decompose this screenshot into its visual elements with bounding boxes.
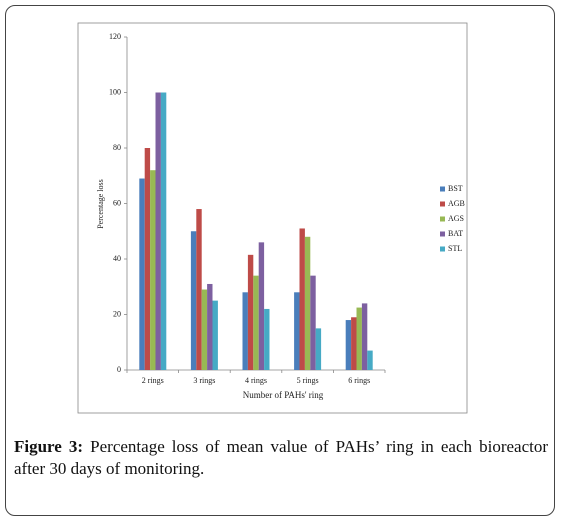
bar xyxy=(294,292,300,370)
legend-label: AGB xyxy=(448,199,465,208)
y-tick-label: 100 xyxy=(109,87,121,96)
figure-frame xyxy=(5,5,555,516)
bar xyxy=(253,275,259,370)
chart: Percentage loss Number of PAHs' ring 0 20… xyxy=(77,22,468,414)
legend-swatch xyxy=(440,246,445,252)
bar xyxy=(310,275,316,370)
legend-label: BST xyxy=(448,184,463,193)
bar xyxy=(258,242,265,370)
y-axis-label: Percentage loss xyxy=(96,179,105,229)
y-tick-label: 40 xyxy=(113,254,121,263)
bar xyxy=(155,92,161,370)
x-tick-label: 3 rings xyxy=(193,376,215,385)
bar xyxy=(304,236,311,370)
bar xyxy=(351,317,357,370)
bar xyxy=(356,307,362,370)
bar xyxy=(207,283,213,370)
bar xyxy=(201,289,208,370)
legend-label: BAT xyxy=(448,229,463,238)
y-tick-label: 120 xyxy=(109,32,121,41)
bar xyxy=(150,170,156,370)
bar xyxy=(190,231,197,370)
bar xyxy=(299,228,305,370)
bar xyxy=(139,178,145,370)
bar xyxy=(242,292,248,370)
bar xyxy=(264,308,270,370)
bar xyxy=(212,300,218,370)
bar xyxy=(196,209,202,370)
bar xyxy=(160,92,167,370)
y-tick-label: 20 xyxy=(113,309,121,318)
bar xyxy=(315,328,322,370)
y-tick-label: 80 xyxy=(113,143,121,152)
bar xyxy=(247,254,254,370)
legend-swatch xyxy=(440,201,445,207)
y-tick-label: 0 xyxy=(117,365,121,374)
bar xyxy=(345,320,352,370)
x-tick-label: 2 rings xyxy=(142,376,164,385)
caption-text: Percentage loss of mean value of PAHs’ r… xyxy=(14,437,548,478)
x-tick-label: 6 rings xyxy=(348,376,370,385)
y-tick-label: 60 xyxy=(113,198,121,207)
bar xyxy=(361,303,368,370)
bar xyxy=(144,148,151,370)
legend-swatch xyxy=(440,231,445,237)
chart-border xyxy=(77,22,468,414)
caption: Figure 3: Percentage loss of mean value … xyxy=(14,436,548,480)
legend-label: STL xyxy=(448,244,462,253)
x-tick-label: 4 rings xyxy=(245,376,267,385)
legend-swatch xyxy=(440,186,445,192)
legend-swatch xyxy=(440,216,445,222)
x-tick-label: 5 rings xyxy=(297,376,319,385)
bar xyxy=(367,350,373,370)
x-axis-label: Number of PAHs' ring xyxy=(243,390,324,400)
legend-label: AGS xyxy=(448,214,464,223)
caption-label: Figure 3: xyxy=(14,437,84,456)
